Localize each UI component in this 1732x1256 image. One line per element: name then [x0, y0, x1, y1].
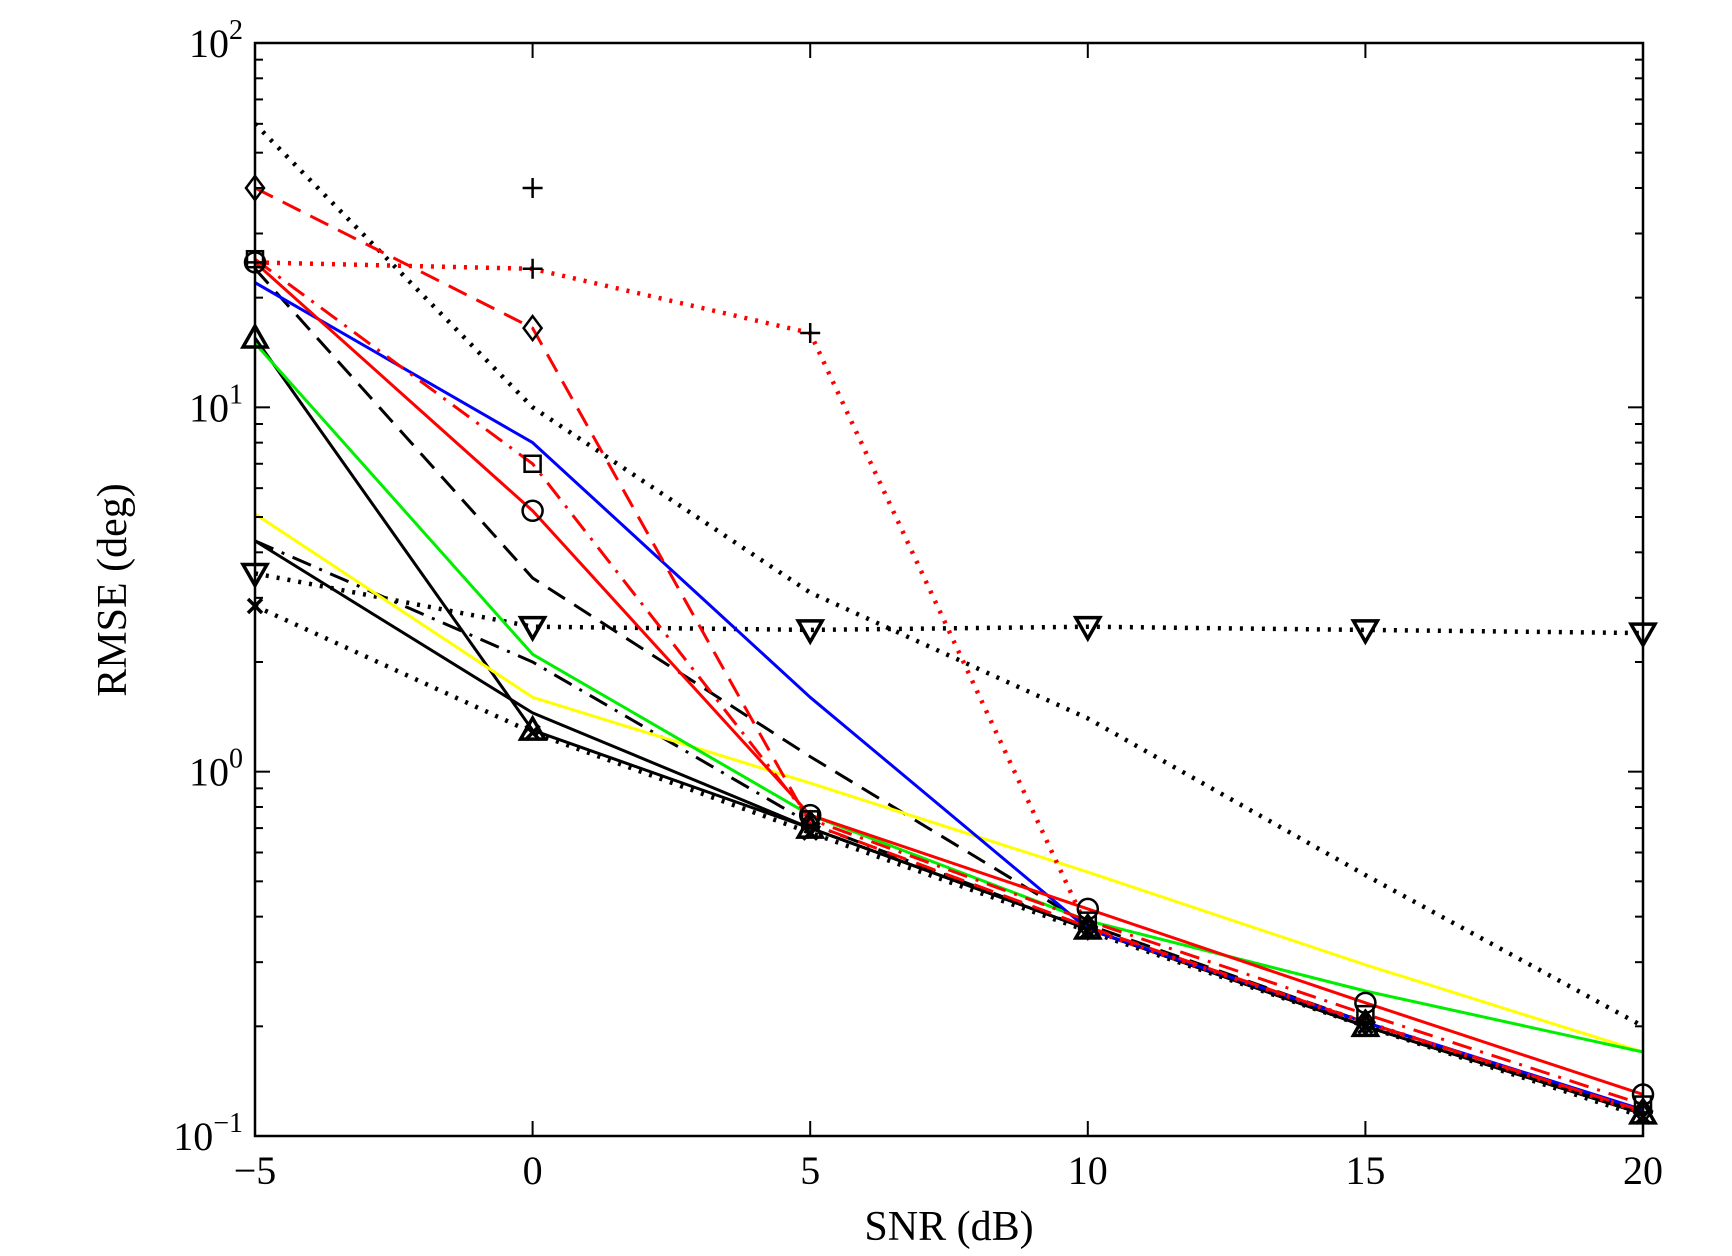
marker-triangle-up [517, 714, 548, 741]
marker-plus [522, 258, 543, 279]
y-tick-base: 10 [189, 21, 229, 66]
series-line-s1 [255, 122, 1643, 1029]
marker-plus [1077, 918, 1098, 939]
series-line-s10 [255, 281, 1643, 1112]
y-tick-base: 10 [173, 1114, 213, 1159]
marker-diamond [799, 809, 821, 838]
y-tick-label: 10−1 [173, 1108, 243, 1159]
y-tick-label: 102 [189, 15, 243, 66]
series-line-s13 [255, 186, 1643, 1113]
marker-square [523, 454, 542, 474]
x-tick-label: 20 [1623, 1148, 1663, 1193]
y-axis-label: RMSE (deg) [90, 483, 136, 697]
marker-diamond [522, 314, 544, 343]
marker-plus [522, 177, 543, 198]
series-layer [255, 122, 1643, 1119]
x-tick-label: 5 [800, 1148, 820, 1193]
marker-circle [798, 803, 822, 827]
series-line-s11 [255, 261, 1643, 1096]
series-line-s9 [255, 342, 1643, 1054]
series-line-s3 [255, 603, 1643, 1119]
marker-triangle-down [517, 615, 548, 643]
marker-plus [800, 322, 821, 343]
y-tick-exponent: 1 [229, 379, 243, 410]
y-tick-exponent: 2 [229, 15, 243, 46]
x-tick-label: 10 [1068, 1148, 1108, 1193]
y-tick-label: 101 [189, 379, 243, 430]
y-tick-base: 10 [189, 750, 229, 795]
marker-plus [1355, 1012, 1376, 1033]
marker-triangle-down [1072, 615, 1103, 643]
plot-frame [253, 41, 1645, 1138]
series-line-s6 [255, 539, 1643, 1116]
marker-circle [521, 499, 544, 523]
x-tick-label: 15 [1345, 1148, 1385, 1193]
x-axis-label: SNR (dB) [864, 1204, 1033, 1250]
x-tick-label: 0 [523, 1148, 543, 1193]
x-tick-label: −5 [234, 1148, 277, 1193]
y-tick-base: 10 [189, 385, 229, 430]
marker-diamond [1354, 1008, 1376, 1037]
series-line-s14 [255, 260, 1643, 1115]
y-tick-label: 100 [189, 744, 243, 795]
y-tick-exponent: 0 [229, 744, 243, 775]
series-line-s8 [255, 512, 1643, 1054]
series-line-s12 [255, 257, 1643, 1106]
marker-triangle-down [1350, 619, 1381, 646]
marker-circle [1076, 897, 1100, 921]
series-line-s5 [255, 539, 1643, 1116]
y-tick-exponent: −1 [213, 1108, 243, 1139]
axis-ticks [254, 42, 1644, 1137]
marker-triangle-down [795, 619, 826, 646]
